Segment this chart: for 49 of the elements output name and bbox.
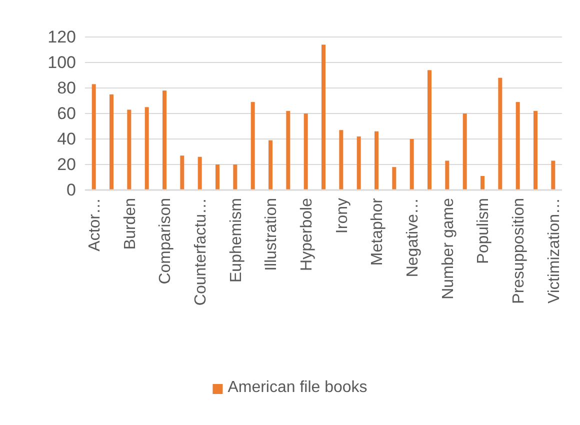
bar (233, 164, 238, 190)
bar (534, 110, 538, 190)
y-tick-label: 80 (57, 78, 76, 98)
bar (551, 160, 556, 190)
bar (516, 102, 520, 190)
bar (428, 70, 432, 190)
y-tick-label: 60 (57, 104, 76, 123)
bar (410, 139, 414, 190)
x-tick-label: Populism (475, 198, 492, 264)
bar (498, 78, 502, 190)
y-tick-label: 40 (57, 129, 76, 148)
x-tick-label: Presupposition (510, 198, 528, 304)
bar (250, 102, 255, 190)
bar (110, 94, 114, 190)
bar (144, 107, 149, 190)
bar (374, 131, 378, 190)
bar (162, 90, 166, 190)
x-tick-label: Hyperbole (298, 198, 316, 271)
bar (462, 114, 467, 190)
y-tick-label: 20 (57, 154, 76, 174)
bar (127, 110, 132, 190)
bar (198, 156, 202, 190)
bar (339, 130, 344, 190)
x-tick-label: Burden (122, 198, 139, 250)
x-tick-label: Number game (440, 198, 457, 300)
bar (322, 44, 326, 190)
x-tick-label: Metaphor (369, 197, 386, 266)
legend-label: American file books (228, 379, 368, 396)
bar (268, 140, 272, 190)
bar (356, 136, 361, 190)
y-tick-label: 0 (66, 180, 76, 200)
bar (286, 110, 290, 190)
bar (445, 160, 450, 190)
x-tick-label: Counterfactu… (192, 198, 210, 306)
x-tick-label: Negative… (404, 198, 422, 278)
x-tick-label: Euphemism (228, 198, 245, 282)
x-tick-label: Victimization… (546, 198, 563, 304)
x-tick-label: Actor… (86, 198, 104, 252)
bar (392, 167, 396, 190)
y-tick-label: 120 (48, 27, 76, 46)
bar (480, 176, 484, 190)
x-tick-label: Irony (334, 198, 351, 234)
bar (304, 114, 308, 190)
bar (216, 164, 220, 190)
bar (92, 84, 96, 190)
x-tick-label: Illustration (263, 198, 280, 271)
x-tick-label: Comparison (157, 198, 174, 284)
y-tick-label: 100 (48, 52, 76, 72)
bar (180, 156, 184, 190)
